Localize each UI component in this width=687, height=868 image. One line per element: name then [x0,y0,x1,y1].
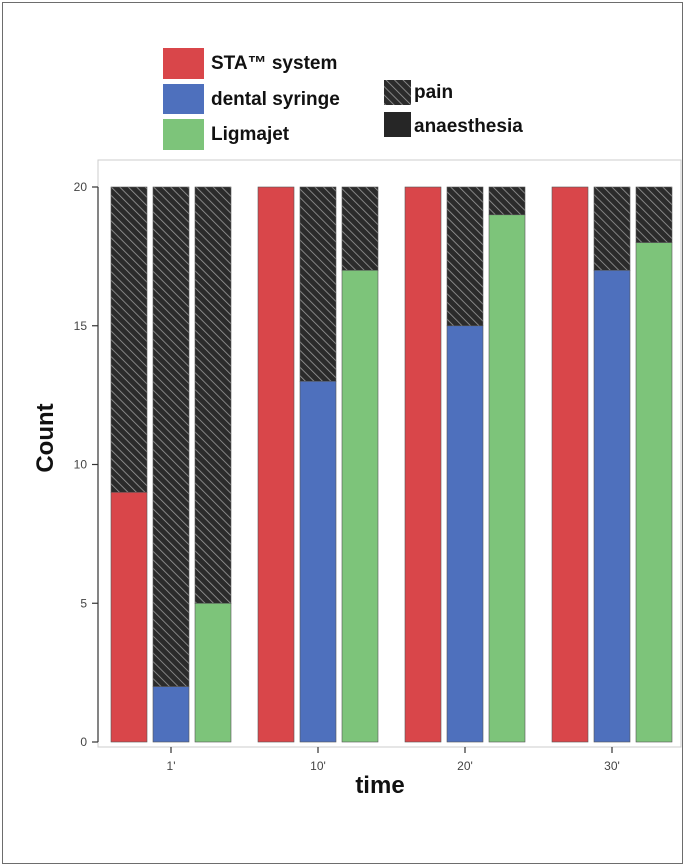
legend-label-sta: STA™ system [211,53,337,74]
legend-swatch-sta [163,48,204,79]
bar-pain-ligmajet [341,186,379,271]
bar-pain-dental-syringe [593,186,631,271]
x-tick-label: 30' [604,759,620,773]
x-tick-label: 20' [457,759,473,773]
legend: STA™ system dental syringe Ligmajet pain… [163,48,523,150]
bar-anaesthesia-ligmajet [194,602,232,743]
bar-anaesthesia-dental-syringe [299,380,337,743]
x-tick-label: 10' [310,759,326,773]
bar-pain-sta [110,186,148,493]
legend-label-pain: pain [414,82,453,103]
legend-label-dental-syringe: dental syringe [211,89,340,110]
bar-pain-ligmajet [635,186,673,243]
bar-pain-dental-syringe [446,186,484,327]
x-tick-label: 1' [167,759,176,773]
bar-anaesthesia-ligmajet [341,269,379,743]
bar-anaesthesia-ligmajet [635,242,673,743]
x-axis-title: time [355,772,404,799]
y-tick-label: 0 [80,735,87,749]
legend-label-ligmajet: Ligmajet [211,124,290,145]
y-axis-title: Count [32,403,59,472]
bar-anaesthesia-dental-syringe [446,325,484,743]
y-ticks: 0 5 10 15 20 [74,180,98,749]
bar-anaesthesia-sta [257,186,295,743]
bar-anaesthesia-sta [551,186,589,743]
y-tick-label: 15 [74,319,88,333]
y-tick-label: 20 [74,180,88,194]
bar-pain-dental-syringe [299,186,337,382]
legend-swatch-dental-syringe [163,84,204,114]
bar-anaesthesia-ligmajet [488,214,526,743]
y-tick-label: 5 [80,596,87,610]
x-ticks: 1' 10' 20' 30' [167,747,620,773]
y-tick-label: 10 [74,458,88,472]
bar-anaesthesia-dental-syringe [152,686,190,743]
bars [110,186,673,743]
bar-pain-ligmajet [488,186,526,216]
bar-anaesthesia-sta [404,186,442,743]
legend-swatch-pain [384,80,411,105]
legend-swatch-ligmajet [163,119,204,150]
bar-anaesthesia-sta [110,491,148,743]
legend-label-anaesthesia: anaesthesia [414,116,523,137]
legend-swatch-anaesthesia [384,112,411,137]
bar-pain-ligmajet [194,186,232,604]
bar-pain-dental-syringe [152,186,190,687]
bar-anaesthesia-dental-syringe [593,269,631,743]
